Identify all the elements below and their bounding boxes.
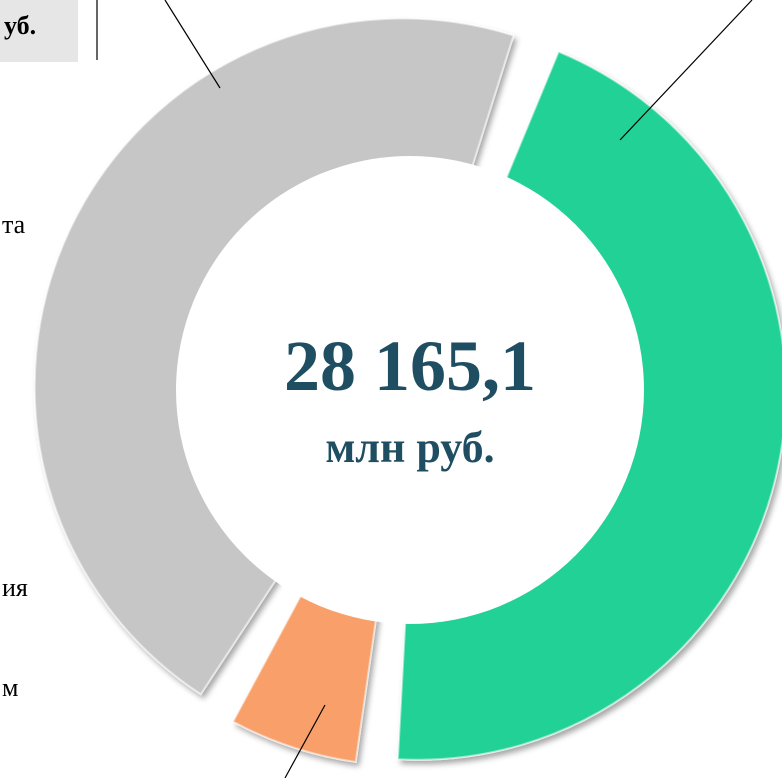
label-box [0,0,78,62]
annotation: ия [2,573,28,602]
annotation: м [2,673,18,702]
donut-hole [176,156,644,624]
center-value: 28 165,1 [284,326,536,406]
annotation: та [2,210,26,239]
leader-line [284,704,326,778]
center-unit: млн руб. [325,423,494,472]
annotation: уб. [4,11,36,40]
leader-line [164,0,221,89]
leader-line [619,0,753,141]
